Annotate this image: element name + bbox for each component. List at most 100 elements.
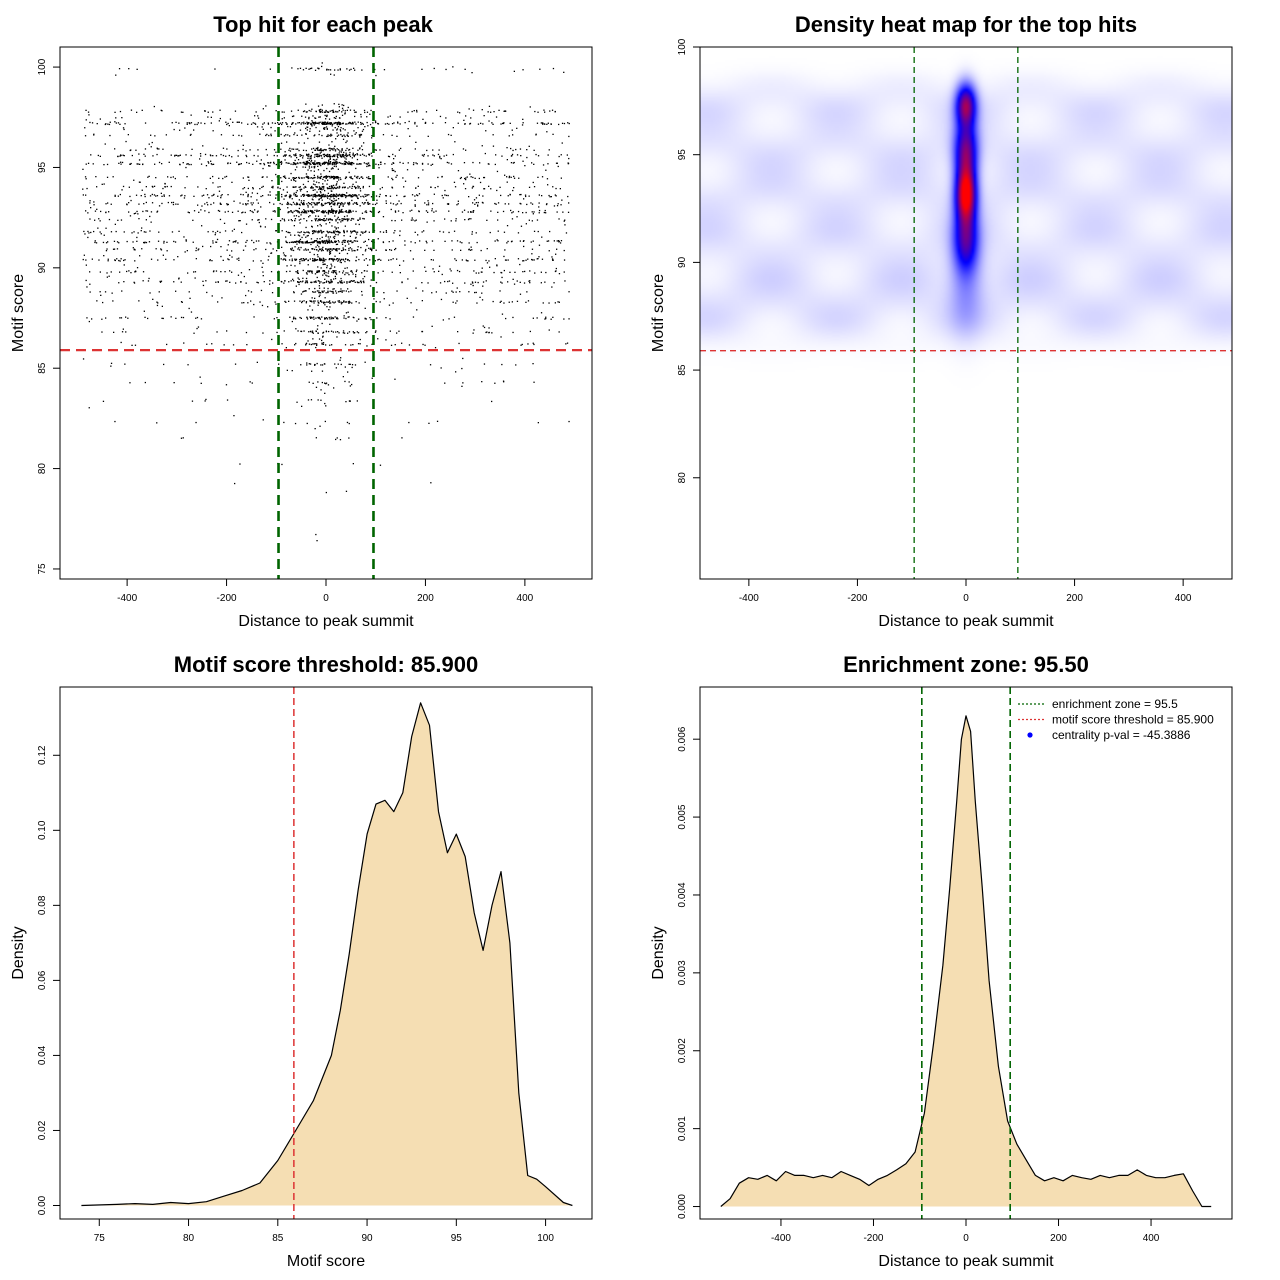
scatter-point (238, 220, 240, 222)
scatter-point (318, 154, 321, 156)
scatter-point (298, 241, 301, 243)
scatter-point (109, 121, 111, 123)
scatter-point (314, 160, 316, 162)
scatter-point (299, 231, 301, 234)
scatter-point (206, 194, 209, 196)
scatter-point (285, 236, 287, 238)
scatter-point (360, 246, 362, 249)
scatter-point (245, 282, 247, 284)
legend-point-swatch (1027, 732, 1033, 738)
scatter-point (117, 155, 119, 158)
scatter-point (385, 230, 387, 232)
scatter-point (333, 387, 335, 389)
scatter-point (343, 186, 346, 189)
scatter-point (346, 161, 348, 164)
scatter-point (513, 175, 515, 178)
scatter-point (554, 270, 557, 273)
scatter-point (315, 317, 317, 319)
scatter-point (335, 228, 337, 230)
scatter-point (133, 282, 136, 284)
scatter-point (321, 122, 323, 125)
scatter-point (316, 254, 319, 256)
scatter-point (325, 177, 327, 180)
scatter-point (352, 218, 355, 220)
scatter-point (350, 270, 353, 272)
scatter-point (345, 317, 347, 320)
scatter-point (531, 253, 533, 255)
scatter-point (180, 316, 183, 319)
scatter-point (329, 161, 332, 163)
y-tick-label: 0.003 (677, 960, 688, 985)
scatter-point (270, 126, 272, 129)
scatter-point (504, 259, 507, 261)
scatter-point (311, 125, 313, 127)
scatter-point (239, 202, 241, 204)
scatter-point (102, 400, 105, 402)
scatter-point (268, 134, 270, 137)
scatter-point (228, 125, 230, 127)
scatter-point (317, 280, 319, 282)
scatter-point (97, 227, 99, 229)
scatter-point (300, 154, 303, 157)
scatter-point (335, 176, 337, 178)
scatter-point (284, 155, 286, 157)
scatter-point (185, 154, 187, 156)
scatter-point (313, 167, 316, 169)
scatter-point (316, 259, 318, 261)
scatter-point (423, 230, 425, 232)
scatter-point (309, 130, 311, 132)
scatter-point (302, 166, 304, 168)
scatter-point (243, 302, 245, 304)
scatter-point (291, 198, 293, 200)
scatter-point (254, 122, 256, 124)
scatter-point (452, 282, 454, 284)
scatter-point (471, 187, 473, 189)
scatter-point (183, 197, 186, 199)
scatter-point (375, 149, 377, 151)
scatter-point (330, 248, 332, 250)
scatter-point (295, 195, 298, 197)
scatter-point (353, 185, 356, 188)
scatter-point (365, 155, 367, 157)
scatter-point (360, 133, 362, 136)
scatter-point (233, 200, 235, 202)
scatter-point (333, 163, 335, 165)
scatter-point (391, 271, 393, 273)
scatter-point (101, 318, 103, 320)
scatter-point (335, 227, 337, 229)
scatter-point (307, 177, 309, 179)
scatter-point (321, 290, 323, 292)
scatter-point (185, 239, 187, 241)
scatter-point (261, 126, 263, 128)
scatter-point (359, 218, 361, 220)
scatter-point (480, 122, 482, 124)
scatter-point (436, 420, 439, 422)
scatter-point (326, 242, 329, 244)
scatter-point (334, 163, 336, 165)
scatter-point (334, 199, 336, 202)
scatter-point (379, 161, 382, 163)
scatter-point (287, 203, 289, 206)
scatter-point (308, 195, 311, 197)
scatter-point (545, 169, 547, 171)
scatter-point (314, 193, 317, 195)
scatter-point (423, 153, 425, 156)
scatter-point (310, 154, 312, 157)
scatter-point (292, 163, 294, 166)
scatter-point (389, 318, 391, 320)
scatter-point (311, 370, 313, 372)
scatter-point (379, 188, 381, 190)
scatter-point (568, 122, 570, 125)
scatter-point (346, 162, 349, 164)
scatter-point (222, 259, 224, 261)
scatter-point (444, 280, 446, 283)
scatter-point (360, 231, 362, 233)
scatter-point (294, 195, 297, 197)
scatter-point (332, 200, 335, 203)
scatter-point (211, 260, 213, 262)
scatter-point (200, 163, 203, 165)
scatter-point (298, 122, 301, 124)
scatter-point (296, 166, 298, 168)
scatter-point (220, 197, 222, 199)
scatter-point (364, 250, 367, 252)
